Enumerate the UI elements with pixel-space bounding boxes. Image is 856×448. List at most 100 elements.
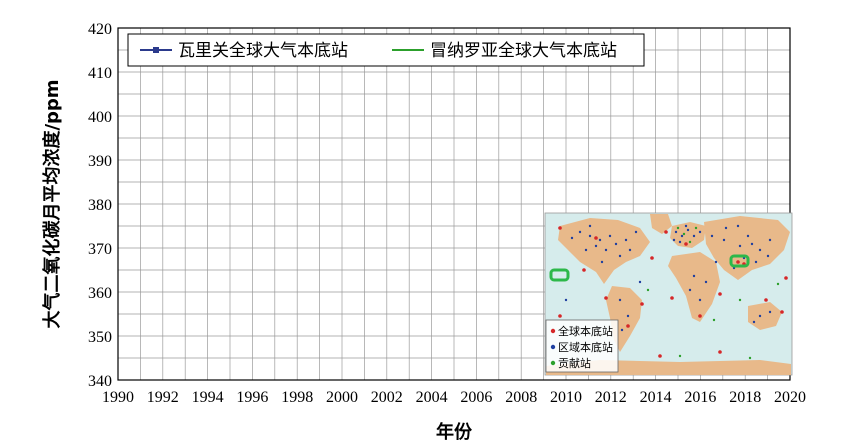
map-station-dot: [688, 288, 692, 292]
map-station-dot: [758, 314, 762, 318]
inset-world-map: 全球本底站 区域本底站 贡献站: [544, 212, 793, 376]
map-station-dot: [768, 310, 772, 314]
y-tick-label: 420: [88, 21, 112, 38]
map-station-dot: [754, 260, 758, 264]
map-station-dot: [684, 242, 688, 246]
map-station-dot: [752, 320, 756, 324]
map-station-dot: [748, 356, 752, 360]
map-station-dot: [766, 254, 770, 258]
map-station-dot: [634, 230, 638, 234]
y-tick-label: 360: [88, 285, 112, 302]
map-station-dot: [758, 248, 762, 252]
map-station-dot: [776, 282, 780, 286]
legend-label-2: 冒纳罗亚全球大气本底站: [430, 41, 617, 61]
map-legend-label-2: 区域本底站: [558, 340, 613, 354]
map-station-dot: [764, 298, 768, 302]
map-station-dot: [604, 296, 608, 300]
map-station-dot: [710, 234, 714, 238]
map-station-dot: [736, 224, 740, 228]
map-station-dot: [620, 328, 624, 332]
map-station-dot: [780, 310, 784, 314]
map-station-dot: [736, 260, 740, 264]
map-station-dot: [682, 232, 686, 236]
x-axis-ticks: 1990 1992 1994 1996 1998 2000 2002 2004 2006 2008…: [102, 389, 806, 406]
map-station-dot: [738, 244, 742, 248]
map-legend-dot-1: [550, 328, 556, 334]
x-tick-label: 2020: [774, 389, 806, 406]
legend: 瓦里关全球大气本底站 冒纳罗亚全球大气本底站: [127, 33, 645, 67]
map-station-dot: [598, 238, 602, 242]
map-legend-dot-3: [550, 360, 556, 366]
y-tick-label: 350: [88, 329, 112, 346]
map-station-dot: [698, 298, 702, 302]
map-station-dot: [624, 238, 628, 242]
map-station-dot: [680, 234, 684, 238]
map-station-dot: [672, 238, 676, 242]
map-stations: [558, 224, 788, 360]
map-station-dot: [746, 234, 750, 238]
map-station-dot: [594, 244, 598, 248]
map-station-dot: [686, 228, 690, 232]
legend-box: [127, 33, 645, 67]
map-station-dot: [678, 354, 682, 358]
legend-label-1: 瓦里关全球大气本底站: [178, 41, 348, 61]
map-legend-label-3: 贡献站: [558, 356, 591, 370]
map-station-dot: [784, 276, 788, 280]
map-station-dot: [564, 298, 568, 302]
map-station-dot: [618, 254, 622, 258]
x-tick-label: 2014: [640, 389, 672, 406]
x-tick-label: 1990: [102, 389, 134, 406]
x-tick-label: 2012: [595, 389, 627, 406]
map-station-dot: [698, 230, 702, 234]
map-station-dot: [578, 230, 582, 234]
map-station-dot: [650, 256, 654, 260]
map-station-dot: [670, 296, 674, 300]
x-tick-label: 2010: [550, 389, 582, 406]
map-station-dot: [674, 230, 678, 234]
map-station-dot: [658, 354, 662, 358]
map-station-dot: [694, 226, 698, 230]
x-tick-label: 2008: [505, 389, 537, 406]
map-station-dot: [584, 248, 588, 252]
x-tick-label: 2018: [729, 389, 761, 406]
y-tick-label: 380: [88, 197, 112, 214]
map-station-dot: [738, 298, 742, 302]
map-station-dot: [604, 248, 608, 252]
map-station-dot: [684, 224, 688, 228]
x-tick-label: 2004: [416, 389, 448, 406]
map-station-dot: [558, 314, 562, 318]
map-station-dot: [714, 260, 718, 264]
map-station-dot: [678, 240, 682, 244]
y-tick-label: 370: [88, 241, 112, 258]
map-station-dot: [626, 314, 630, 318]
map-station-dot: [588, 234, 592, 238]
y-tick-label: 400: [88, 109, 112, 126]
map-station-dot: [608, 234, 612, 238]
x-axis-title: 年份: [436, 421, 473, 443]
map-station-dot: [646, 288, 650, 292]
y-tick-label: 410: [88, 65, 112, 82]
map-highlight-right: [729, 254, 750, 268]
map-station-dot: [600, 260, 604, 264]
map-station-dot: [558, 226, 562, 230]
map-station-dot: [628, 248, 632, 252]
map-station-dot: [582, 268, 586, 272]
map-station-dot: [614, 242, 618, 246]
map-station-dot: [718, 292, 722, 296]
map-station-dot: [688, 240, 692, 244]
x-tick-label: 1996: [236, 389, 268, 406]
x-tick-label: 1992: [147, 389, 179, 406]
y-axis-ticks: 340 350 360 370 380 390 400 410 420: [88, 21, 112, 390]
map-station-dot: [676, 226, 680, 230]
map-station-dot: [640, 302, 644, 306]
map-legend-label-1: 全球本底站: [558, 324, 613, 338]
map-station-dot: [638, 280, 642, 284]
x-tick-label: 2016: [684, 389, 716, 406]
y-axis-title: 大气二氧化碳月平均浓度/ppm: [41, 79, 63, 328]
y-tick-label: 390: [88, 153, 112, 170]
map-station-dot: [712, 318, 716, 322]
map-legend: 全球本底站 区域本底站 贡献站: [545, 319, 619, 373]
x-tick-label: 1994: [192, 389, 224, 406]
map-legend-box: [545, 319, 619, 373]
